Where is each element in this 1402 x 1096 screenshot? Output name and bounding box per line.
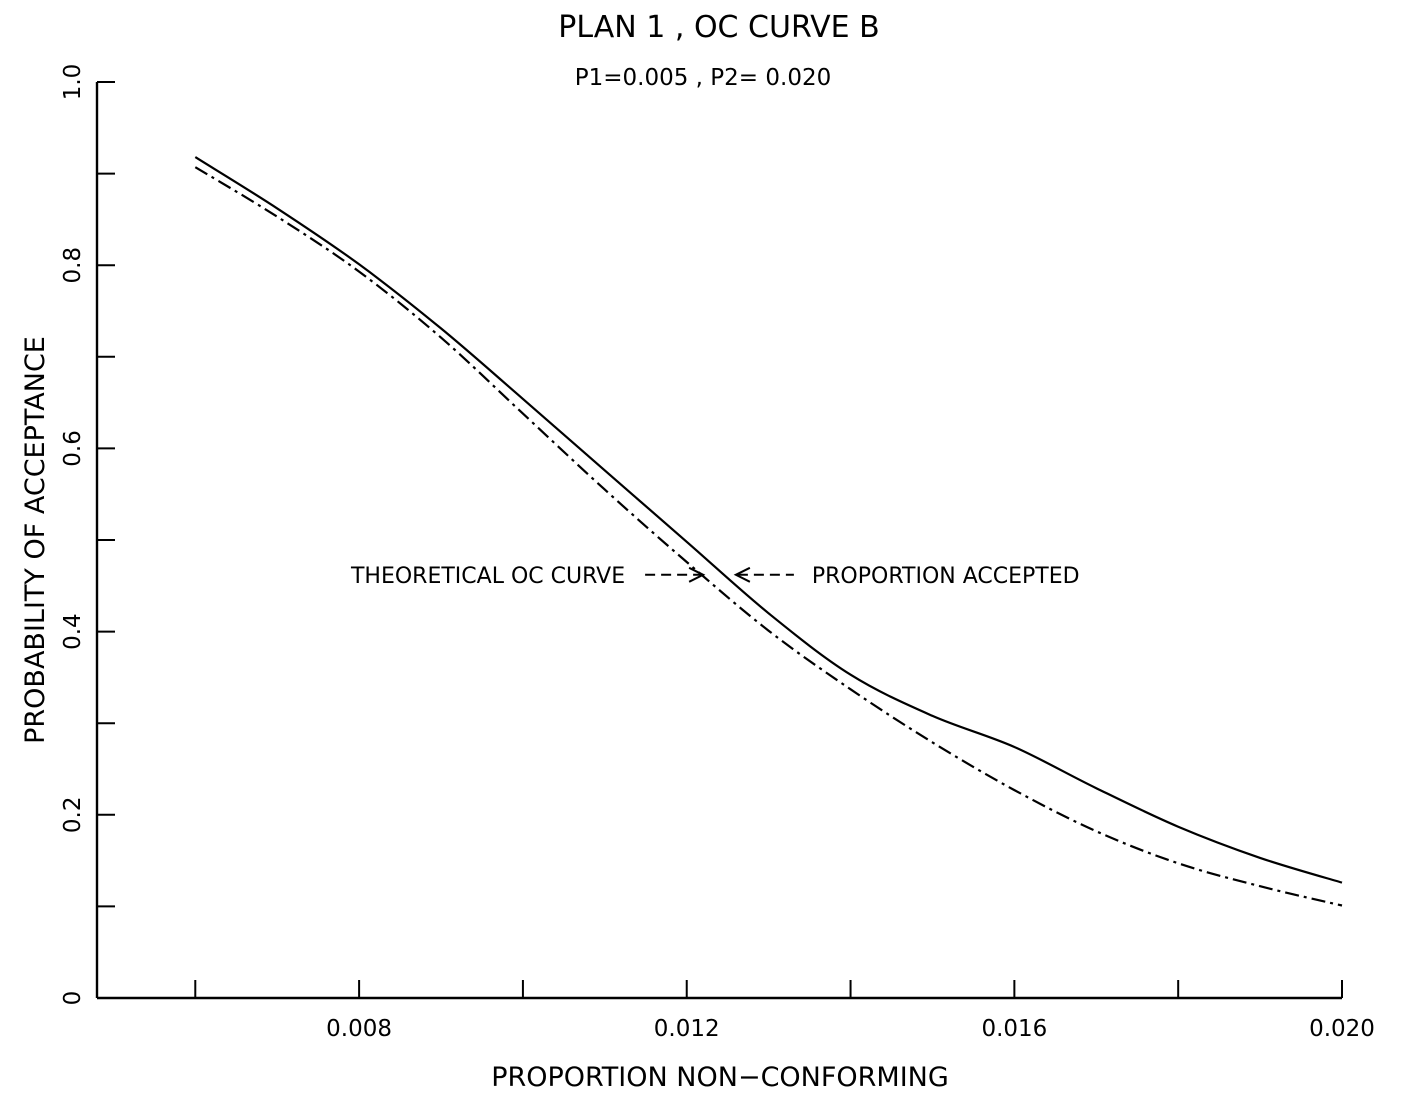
proportion-accepted-line	[194, 156, 1343, 884]
y-tick-label: 0.8	[60, 247, 86, 284]
y-tick-label: 0.2	[60, 797, 86, 834]
chart-subtitle: P1=0.005 , P2= 0.020	[575, 65, 831, 91]
x-tick-label: 0.016	[981, 1016, 1047, 1042]
x-tick-label: 0.008	[326, 1016, 392, 1042]
x-tick-label: 0.012	[654, 1016, 720, 1042]
x-axis-label: PROPORTION NON−CONFORMING	[491, 1062, 949, 1093]
series-lines	[194, 156, 1343, 907]
y-tick-label: 0.4	[60, 613, 86, 650]
x-axis-ticks: 0.008 0.012 0.016 0.020	[194, 980, 1375, 1042]
y-tick-label: 1.0	[60, 64, 86, 101]
theoretical-oc-curve-line	[194, 166, 1343, 907]
annotation-proportion-accepted: PROPORTION ACCEPTED	[812, 564, 1080, 589]
chart-title: PLAN 1 , OC CURVE B	[558, 10, 880, 45]
y-axis-ticks: 0 0.2 0.4 0.6 0.8 1.0	[60, 64, 115, 1006]
annotations: THEORETICAL OC CURVE PROPORTION ACCEPTED	[350, 564, 1080, 589]
annotation-theoretical-oc-curve: THEORETICAL OC CURVE	[350, 564, 625, 589]
arrowhead-left	[733, 566, 751, 583]
arrowhead-right	[688, 566, 706, 583]
y-tick-label: 0	[60, 991, 86, 1006]
x-tick-label: 0.020	[1309, 1016, 1375, 1042]
plot-area: 0.008 0.012 0.016 0.020 0 0.2 0.4 0.6 0.8 1.0 TH…	[60, 64, 1375, 1042]
y-axis-label: PROBABILITY OF ACCEPTANCE	[20, 336, 51, 744]
y-tick-label: 0.6	[60, 430, 86, 467]
